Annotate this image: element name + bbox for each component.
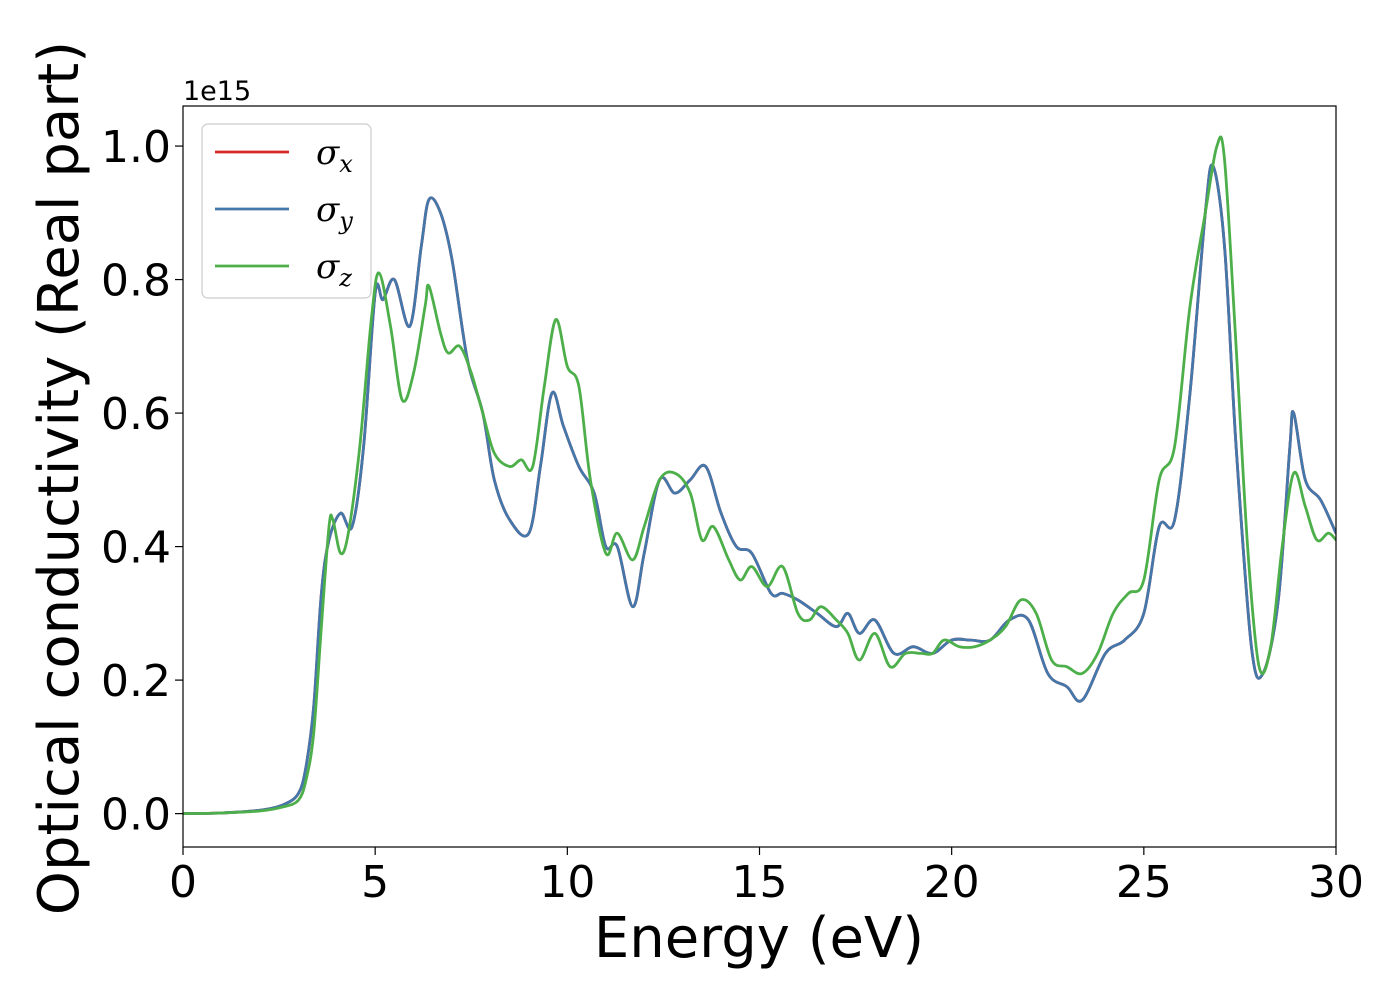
series-line-z (183, 135, 1336, 815)
x-tick-label: 10 (539, 857, 595, 908)
x-tick-label: 20 (924, 857, 980, 908)
y-tick-label: 0.4 (101, 523, 171, 574)
x-axis-label: Energy (eV) (594, 906, 924, 971)
legend-label-z: σz (316, 247, 352, 292)
x-tick-label: 25 (1116, 857, 1172, 908)
legend-box (201, 123, 372, 299)
legend: σx σy σz (201, 123, 372, 299)
y-offset-label: 1e15 (183, 76, 251, 107)
x-tick-label: 30 (1308, 857, 1364, 908)
y-tick-label: 0.0 (101, 790, 171, 841)
x-tick-label: 15 (732, 857, 788, 908)
x-axis-ticks: 0 5 10 15 20 25 30 (169, 847, 1364, 908)
y-tick-label: 0.6 (101, 389, 171, 440)
y-tick-label: 0.8 (101, 256, 171, 307)
y-tick-label: 0.2 (101, 656, 171, 707)
series-line-y (183, 163, 1336, 815)
x-tick-label: 0 (169, 857, 197, 908)
legend-label-x: σx (316, 133, 353, 178)
y-tick-label: 1.0 (101, 122, 171, 173)
x-tick-label: 5 (361, 857, 389, 908)
y-axis-ticks: 0.0 0.2 0.4 0.6 0.8 1.0 (101, 122, 183, 841)
legend-label-y: σy (316, 190, 353, 235)
y-axis-label: Optical conductivity (Real part) (27, 41, 92, 915)
series-layer (183, 135, 1336, 815)
